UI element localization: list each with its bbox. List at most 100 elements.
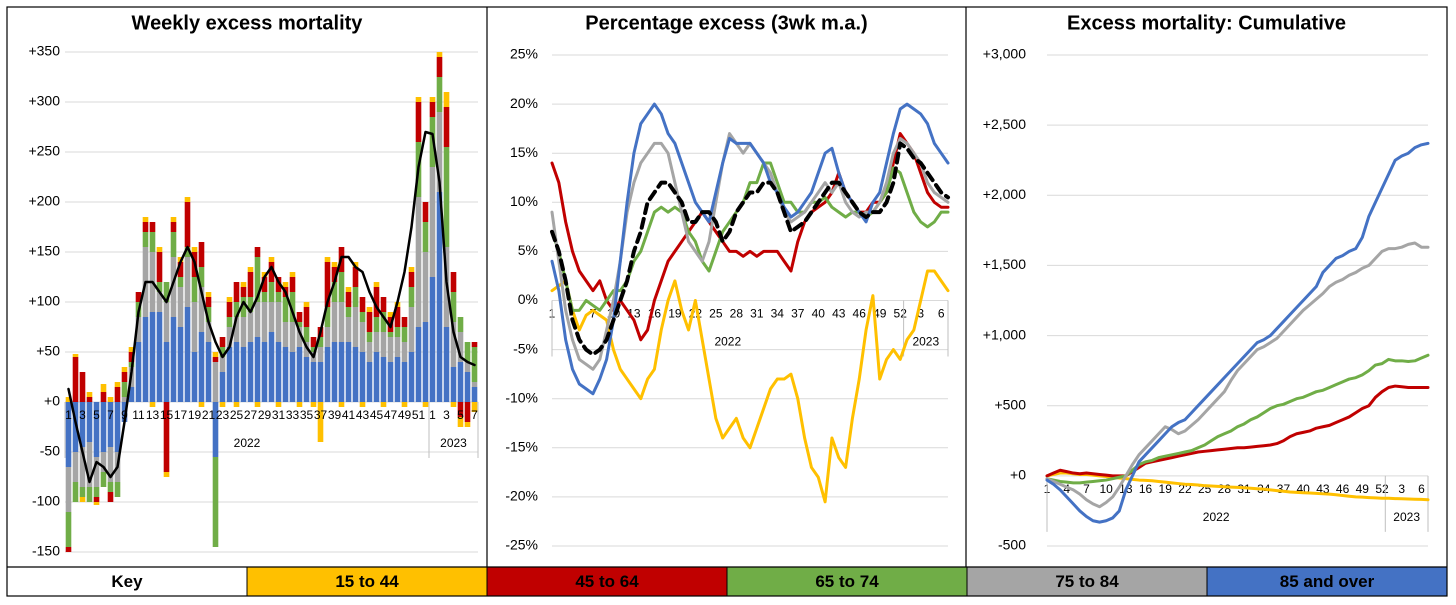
y-tick-label: +2,000 [983,186,1026,202]
bar-segment [240,287,247,297]
bar-segment [436,192,443,402]
x-tick-label: 49 [873,307,887,321]
x-tick-label: 4 [1063,482,1070,496]
y-tick-label: -20% [505,488,538,504]
bar-segment [170,217,177,222]
chart-title: Weekly excess mortality [132,12,364,34]
bar-segment [450,402,457,407]
bar-segment [289,277,296,292]
bar-segment [408,307,415,352]
bar-segment [219,357,226,372]
x-tick-label: 47 [384,408,398,422]
bar-segment [443,107,450,147]
bar-segment [65,397,72,402]
bar-segment [156,282,163,292]
bar-segment [86,392,93,397]
bar-segment [394,337,401,357]
bar-segment [275,277,282,292]
bar-segment [261,302,268,342]
bar-segment [380,332,387,357]
bar-segment [303,357,310,402]
y-tick-label: +3,000 [983,46,1026,62]
x-tick-label: 49 [1356,482,1370,496]
x-tick-label: 7 [590,307,597,321]
bar-segment [149,222,156,232]
line [1045,241,1430,509]
bar-segment [149,402,156,407]
bar-segment [436,112,443,192]
bar-segment [86,442,93,487]
y-tick-label: 10% [510,193,538,209]
x-group-label: 2023 [1393,510,1420,524]
bar-segment [366,332,373,342]
x-tick-label: 6 [1418,482,1425,496]
y-tick-label: -500 [998,537,1026,553]
x-tick-label: 39 [328,408,342,422]
bar-segment [345,292,352,307]
bar-segment [128,347,135,352]
bar-segment [170,317,177,402]
bar-segment [324,347,331,402]
bar-segment [429,102,436,117]
bar-segment [79,402,86,447]
x-tick-label: 7 [1083,482,1090,496]
bar-segment [170,222,177,232]
bar-segment [240,297,247,317]
bar-segment [100,402,107,452]
x-tick-label: 46 [1336,482,1350,496]
bar-segment [247,312,254,342]
bar-segment [429,277,436,402]
bar-segment [457,402,464,417]
y-tick-label: +250 [28,143,60,159]
legend-label: 75 to 84 [1055,572,1119,591]
bar-segment [464,362,471,372]
y-tick-label: -15% [505,439,538,455]
key-cell [7,567,247,596]
y-tick-label: 20% [510,95,538,111]
bar-segment [198,242,205,267]
bar-segment [79,487,86,497]
bar-segment [408,272,415,287]
bar-segment [184,247,191,257]
bar-segment [317,337,324,347]
bar-segment [296,322,303,327]
bar-segment [163,302,170,342]
bar-segment [233,302,240,317]
bar-segment [233,282,240,302]
bar-segment [121,367,128,372]
x-tick-label: 49 [398,408,412,422]
bar-segment [205,307,212,322]
x-tick-label: 27 [244,408,258,422]
bar-segment [121,397,128,402]
bar-segment [359,322,366,352]
bar-segment [254,402,261,407]
bar-segment [331,267,338,282]
x-tick-label: 19 [668,307,682,321]
bar-segment [387,337,394,362]
bar-segment [107,447,114,482]
bar-segment [457,317,464,332]
bar-segment [464,372,471,402]
x-tick-label: 28 [730,307,744,321]
bar-segment [156,292,163,312]
bar-segment [457,332,464,362]
y-tick-label: -50 [40,443,60,459]
x-tick-label: 35 [300,408,314,422]
bar-segment [86,487,93,502]
bar-segment [198,267,205,287]
bar-segment [114,387,121,402]
y-tick-label: -100 [32,493,60,509]
bar-segment [163,472,170,477]
bar-segment [401,362,408,402]
x-tick-label: 19 [1159,482,1173,496]
x-tick-label: 7 [107,408,114,422]
x-tick-label: 52 [1375,482,1389,496]
bar-segment [247,297,254,312]
y-tick-label: -5% [513,340,538,356]
bar-segment [317,347,324,362]
bar-segment [429,167,436,277]
x-tick-label: 40 [812,307,826,321]
bar-segment [296,347,303,402]
bar-segment [128,387,135,402]
legend-label: 65 to 74 [815,572,879,591]
